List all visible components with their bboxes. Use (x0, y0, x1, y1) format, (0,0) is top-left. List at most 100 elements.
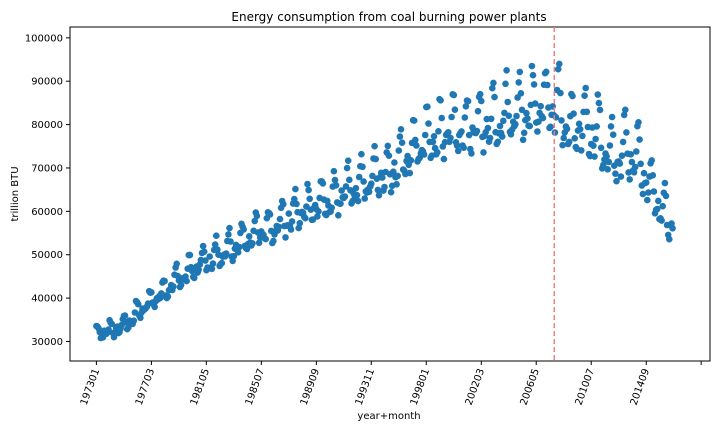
data-point (108, 320, 116, 328)
data-point (645, 189, 652, 196)
data-point (530, 81, 538, 88)
data-point (560, 134, 567, 142)
data-point (570, 110, 577, 117)
data-point (628, 158, 636, 166)
y-tick-label: 40000 (31, 294, 63, 305)
data-point (230, 252, 238, 260)
data-point (609, 131, 617, 138)
data-point (243, 245, 251, 253)
data-point (498, 133, 506, 140)
data-point (251, 217, 258, 225)
y-axis-label: trillion BTU (10, 166, 21, 221)
data-point (393, 181, 400, 188)
data-point (465, 131, 473, 139)
data-point (358, 150, 365, 158)
data-point (218, 259, 226, 267)
data-point (110, 333, 118, 341)
data-point (412, 136, 419, 144)
data-point (343, 164, 351, 172)
data-point (209, 260, 217, 267)
chart-title: Energy consumption from coal burning pow… (231, 10, 546, 24)
data-point (484, 124, 492, 132)
data-point (535, 118, 542, 125)
data-point (486, 134, 494, 142)
data-point (390, 168, 397, 175)
data-point (494, 138, 502, 146)
data-point (292, 185, 299, 193)
data-point (234, 249, 242, 256)
data-point (285, 210, 293, 217)
data-point (594, 91, 602, 98)
data-point (626, 176, 633, 183)
data-point (480, 149, 487, 156)
data-point (593, 123, 600, 130)
data-point (255, 239, 263, 247)
data-point (319, 180, 327, 187)
x-tick-label: 201007 (574, 367, 597, 407)
data-point (425, 120, 432, 127)
data-point (547, 123, 554, 131)
data-point (328, 204, 336, 212)
data-point (490, 79, 497, 87)
data-point (330, 167, 338, 175)
data-point (396, 133, 404, 140)
data-point (661, 179, 669, 187)
data-point (200, 248, 208, 255)
data-point (635, 119, 642, 126)
data-point (517, 90, 525, 97)
data-point (338, 187, 345, 194)
data-point (413, 142, 420, 149)
data-point (636, 136, 643, 143)
data-point (335, 212, 342, 219)
data-point (528, 62, 536, 70)
data-point (161, 277, 168, 285)
data-point (600, 161, 607, 169)
x-tick-label: 198507 (244, 367, 267, 407)
data-point (360, 178, 367, 185)
x-axis: 197301 197703 198105 198507 198909 199311 1998… (79, 361, 702, 407)
data-point (177, 281, 185, 289)
data-point (565, 138, 573, 146)
data-point (450, 91, 458, 99)
data-point (282, 234, 289, 241)
data-point (513, 112, 520, 120)
data-point (288, 218, 296, 225)
data-point (314, 213, 321, 220)
data-point (306, 195, 314, 203)
data-point (597, 144, 605, 152)
data-point (451, 106, 459, 113)
data-point (659, 202, 666, 210)
data-point (398, 139, 406, 146)
data-point (526, 122, 533, 130)
data-point (653, 205, 661, 213)
data-point (578, 147, 585, 154)
y-tick-label: 90000 (31, 77, 63, 88)
y-tick-label: 30000 (31, 337, 63, 348)
data-point (213, 232, 220, 239)
data-point (655, 197, 662, 205)
data-point (270, 237, 277, 245)
data-point (355, 173, 363, 181)
data-point (240, 226, 247, 233)
data-point (474, 107, 482, 115)
data-point (262, 235, 270, 243)
data-point (603, 153, 610, 160)
data-point (478, 97, 485, 105)
data-point (542, 68, 550, 76)
data-point (202, 257, 209, 264)
data-point (391, 159, 398, 166)
data-point (430, 133, 438, 140)
data-point (648, 157, 655, 164)
data-point (595, 99, 603, 107)
data-point (524, 115, 531, 122)
data-point (464, 97, 472, 105)
data-point (605, 158, 613, 166)
data-point (592, 135, 599, 143)
data-point (381, 183, 388, 191)
data-point (505, 112, 513, 120)
data-point (523, 109, 530, 117)
data-point (368, 180, 375, 187)
data-point (559, 141, 566, 149)
data-point (395, 147, 403, 154)
data-point (374, 186, 382, 194)
